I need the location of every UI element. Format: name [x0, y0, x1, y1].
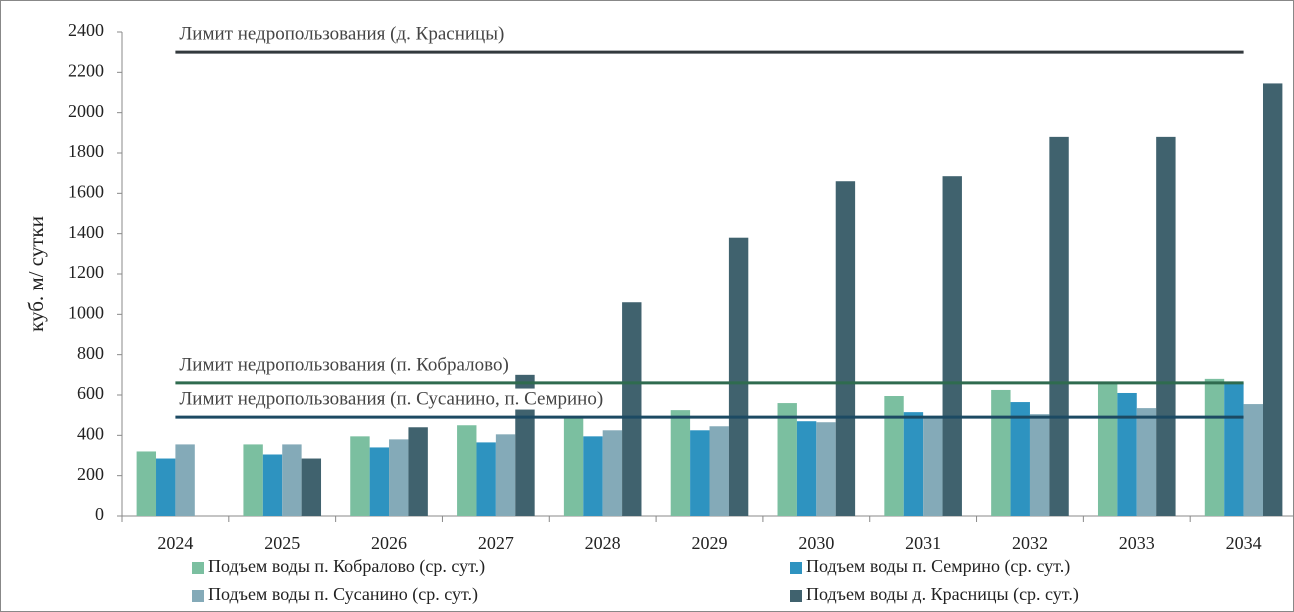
bar	[816, 422, 836, 516]
limit-label-bg	[177, 23, 507, 45]
bar	[1117, 392, 1137, 516]
bar	[622, 302, 642, 516]
bar	[1049, 136, 1069, 516]
bar	[835, 181, 856, 516]
y-tick-label: 800	[77, 343, 104, 363]
y-axis-label: куб. м/ сутки	[24, 216, 48, 332]
y-tick-label: 2400	[68, 20, 104, 40]
bar	[796, 421, 817, 516]
bar	[175, 444, 195, 516]
legend-label: Подъем воды д. Красницы (ср. сут.)	[806, 584, 1079, 605]
y-tick-label: 600	[77, 383, 104, 403]
bar	[515, 374, 535, 516]
bar	[495, 434, 516, 516]
bar	[136, 451, 157, 516]
y-tick-label: 200	[77, 464, 104, 484]
limit-label: Лимит недропользования (п. Кобралово)	[179, 354, 508, 375]
y-tick-label: 1400	[68, 222, 104, 242]
bar	[670, 410, 691, 516]
bar	[282, 444, 302, 516]
bar	[583, 436, 603, 516]
x-tick-label: 2031	[905, 533, 941, 553]
bar	[903, 412, 924, 516]
limit-label: Лимит недропользования (д. Красницы)	[179, 24, 504, 45]
bar	[301, 458, 322, 516]
legend-swatch	[192, 562, 204, 574]
x-tick-label: 2028	[585, 533, 621, 553]
y-tick-label: 2000	[68, 101, 104, 121]
bar	[1136, 408, 1157, 516]
legend-swatch	[790, 590, 802, 602]
bar	[350, 436, 370, 516]
limit-label-bg	[177, 354, 511, 376]
x-tick-label: 2024	[157, 533, 193, 553]
y-tick-label: 2200	[68, 60, 104, 80]
bar	[709, 426, 729, 516]
legend-label: Подъем воды п. Сусанино (ср. сут.)	[208, 584, 478, 605]
bar	[1204, 378, 1225, 516]
bar	[884, 396, 904, 516]
bar	[563, 417, 584, 516]
bar	[476, 442, 496, 516]
x-tick-label: 2032	[1012, 533, 1048, 553]
bar	[243, 444, 263, 516]
bar	[777, 403, 797, 516]
bar	[690, 430, 710, 516]
bar	[1156, 136, 1176, 516]
bar	[389, 439, 409, 516]
bar	[369, 447, 390, 516]
bar	[991, 389, 1011, 516]
x-tick-label: 2029	[692, 533, 728, 553]
y-tick-label: 1800	[68, 141, 104, 161]
y-tick-label: 1600	[68, 181, 104, 201]
bar	[262, 454, 283, 516]
bar	[1224, 382, 1244, 516]
legend-swatch	[192, 590, 204, 602]
bar	[1262, 83, 1283, 517]
bar	[1243, 404, 1263, 516]
bar	[1029, 414, 1050, 516]
y-tick-label: 1200	[68, 262, 104, 282]
x-tick-label: 2030	[798, 533, 834, 553]
bar	[1097, 383, 1118, 516]
bar	[156, 458, 176, 516]
x-tick-label: 2025	[264, 533, 300, 553]
bar	[1010, 402, 1030, 516]
x-tick-label: 2026	[371, 533, 407, 553]
legend-label: Подъем воды п. Кобралово (ср. сут.)	[208, 556, 485, 577]
bar	[923, 417, 943, 516]
bar	[602, 430, 623, 516]
legend-swatch	[790, 562, 802, 574]
bar	[728, 237, 749, 516]
y-tick-label: 1000	[68, 302, 104, 322]
bar	[408, 427, 428, 516]
x-tick-label: 2034	[1226, 533, 1262, 553]
y-tick-label: 0	[95, 504, 104, 524]
limit-label-bg	[177, 388, 606, 410]
legend-label: Подъем воды п. Семрино (ср. сут.)	[806, 556, 1070, 577]
y-tick-label: 400	[77, 423, 104, 443]
x-tick-label: 2033	[1119, 533, 1155, 553]
x-tick-label: 2027	[478, 533, 514, 553]
bar	[457, 425, 477, 516]
limit-label: Лимит недропользования (п. Сусанино, п. …	[179, 389, 603, 410]
bar	[942, 176, 962, 517]
